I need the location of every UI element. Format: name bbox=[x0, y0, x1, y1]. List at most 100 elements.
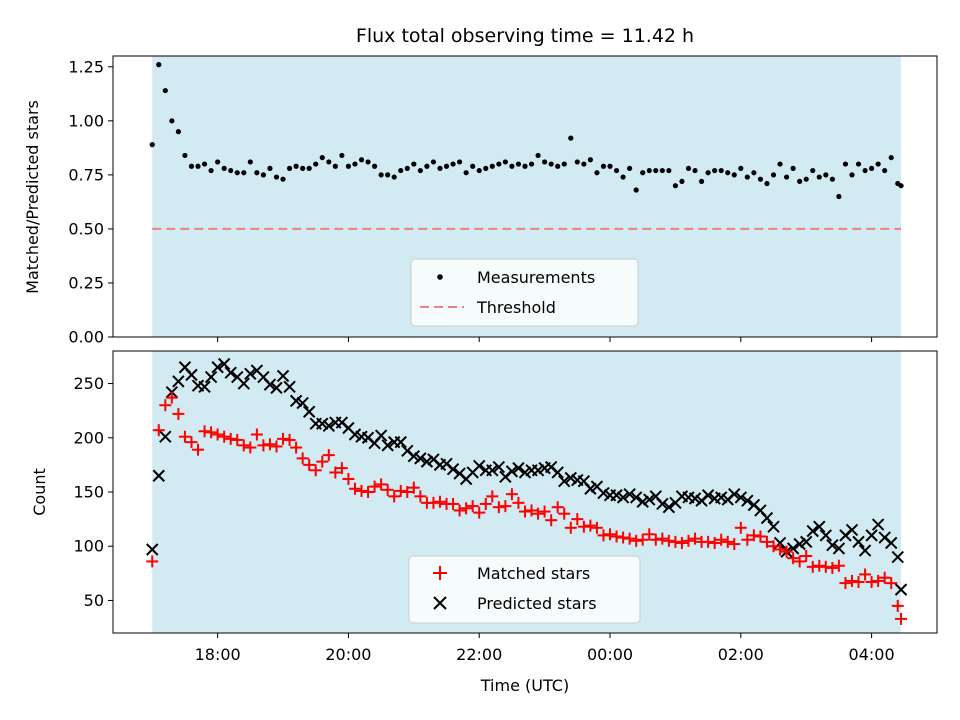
measurement-point bbox=[352, 161, 358, 167]
measurement-point bbox=[561, 161, 567, 167]
legend-matched-label: Matched stars bbox=[477, 564, 590, 583]
matched-point bbox=[296, 452, 309, 465]
predicted-point-stroke bbox=[250, 364, 264, 377]
matched-point bbox=[741, 533, 754, 546]
measurement-point bbox=[725, 170, 731, 176]
bottom-y-tick-label: 200 bbox=[73, 428, 104, 447]
matched-point bbox=[747, 529, 760, 542]
matched-point bbox=[512, 496, 525, 509]
predicted-point-stroke bbox=[894, 583, 908, 596]
measurement-point bbox=[633, 187, 639, 193]
matched-point bbox=[473, 506, 486, 519]
matched-point bbox=[728, 538, 741, 551]
predicted-point-stroke bbox=[244, 367, 257, 380]
measurement-point bbox=[365, 159, 371, 165]
measurement-point bbox=[182, 152, 188, 159]
matched-point bbox=[270, 440, 283, 453]
matched-point bbox=[590, 521, 603, 534]
measurement-point bbox=[764, 180, 770, 187]
measurement-point bbox=[574, 159, 580, 165]
predicted-point-stroke bbox=[806, 524, 819, 538]
predicted-point bbox=[760, 511, 774, 525]
matched-point bbox=[244, 441, 257, 454]
predicted-point bbox=[446, 463, 460, 476]
predicted-point-stroke bbox=[662, 500, 676, 514]
predicted-point-stroke bbox=[374, 429, 388, 442]
measurement-point bbox=[326, 159, 332, 165]
measurement-point bbox=[470, 163, 476, 169]
measurement-point bbox=[646, 167, 652, 174]
measurement-point bbox=[306, 165, 312, 171]
measurement-point bbox=[378, 172, 384, 178]
measurement-point bbox=[613, 167, 620, 174]
matched-point bbox=[237, 439, 250, 452]
predicted-point-stroke bbox=[649, 490, 663, 503]
predicted-point bbox=[283, 380, 296, 393]
matched-point bbox=[793, 555, 806, 568]
measurement-point bbox=[607, 163, 613, 169]
predicted-point-stroke bbox=[590, 480, 604, 493]
predicted-point-stroke bbox=[440, 457, 453, 471]
predicted-point bbox=[512, 461, 525, 475]
measurement-point bbox=[254, 170, 260, 176]
legend-predicted-label: Predicted stars bbox=[477, 594, 597, 613]
measurement-point bbox=[293, 163, 299, 169]
measurement-point bbox=[842, 161, 849, 167]
matched-point bbox=[263, 438, 276, 451]
matched-point bbox=[760, 535, 773, 548]
measurement-point bbox=[273, 174, 280, 180]
predicted-point bbox=[799, 535, 813, 549]
matched-point bbox=[734, 521, 747, 534]
predicted-point-stroke bbox=[453, 467, 466, 480]
measurement-point bbox=[698, 178, 705, 184]
matched-point bbox=[159, 399, 172, 412]
measurement-point bbox=[430, 159, 437, 165]
predicted-point bbox=[662, 500, 676, 514]
legend-threshold-label: Threshold bbox=[476, 298, 556, 317]
measurement-point bbox=[345, 163, 352, 169]
predicted-point bbox=[767, 520, 780, 533]
matched-point bbox=[682, 534, 695, 547]
predicted-point bbox=[832, 542, 846, 555]
predicted-point-stroke bbox=[342, 421, 355, 435]
predicted-point bbox=[237, 377, 251, 390]
predicted-point bbox=[270, 381, 283, 395]
measurement-point bbox=[568, 135, 574, 141]
predicted-point-stroke bbox=[361, 431, 375, 444]
matched-point bbox=[584, 519, 597, 532]
matched-point bbox=[309, 464, 322, 477]
bottom-x-tick-label: 18:00 bbox=[195, 645, 241, 664]
predicted-point-stroke bbox=[760, 511, 774, 525]
predicted-point bbox=[296, 396, 309, 410]
measurement-point bbox=[653, 167, 659, 174]
predicted-point bbox=[871, 518, 885, 531]
matched-point bbox=[826, 561, 839, 574]
predicted-point-stroke bbox=[185, 368, 198, 382]
measurement-point bbox=[692, 167, 698, 174]
predicted-point-stroke bbox=[754, 504, 767, 517]
predicted-point-stroke bbox=[316, 417, 329, 430]
predicted-point bbox=[616, 491, 630, 504]
predicted-point-stroke bbox=[348, 428, 362, 441]
matched-point bbox=[597, 529, 610, 542]
predicted-point bbox=[885, 536, 898, 550]
predicted-point bbox=[263, 378, 277, 391]
measurement-point bbox=[685, 165, 692, 171]
matched-point bbox=[394, 484, 407, 497]
matched-point bbox=[172, 407, 185, 420]
matched-point bbox=[185, 436, 198, 449]
measurement-point bbox=[751, 170, 757, 176]
matched-point bbox=[649, 533, 662, 546]
matched-point bbox=[342, 472, 355, 485]
matched-point bbox=[231, 433, 244, 446]
predicted-point-stroke bbox=[512, 461, 525, 475]
predicted-point-stroke bbox=[473, 459, 486, 473]
predicted-point-stroke bbox=[237, 377, 251, 390]
matched-point bbox=[577, 520, 590, 533]
measurement-point bbox=[319, 154, 325, 161]
matched-point bbox=[675, 536, 688, 549]
matched-point bbox=[895, 612, 908, 625]
top-legend-box bbox=[410, 258, 639, 327]
predicted-point-stroke bbox=[616, 491, 630, 504]
